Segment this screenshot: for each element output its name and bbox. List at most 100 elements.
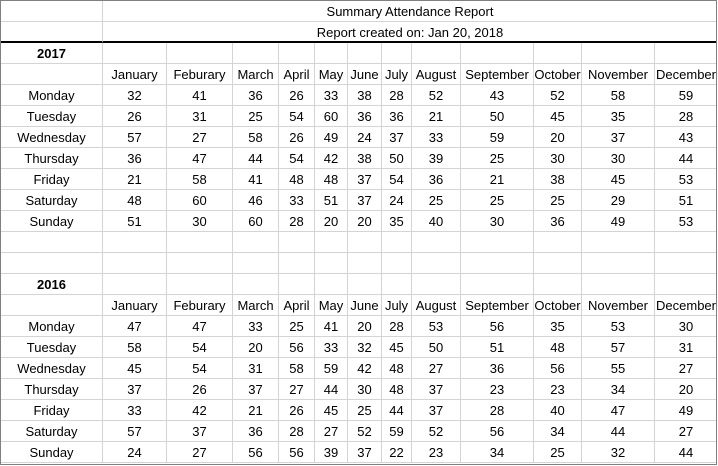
attendance-value[interactable]: 56 — [279, 442, 315, 463]
empty-cell[interactable] — [655, 232, 716, 253]
day-label[interactable]: Monday — [1, 85, 103, 106]
empty-cell[interactable] — [167, 232, 233, 253]
empty-cell[interactable] — [315, 253, 348, 274]
attendance-value[interactable]: 50 — [382, 148, 412, 169]
attendance-value[interactable]: 46 — [233, 190, 279, 211]
attendance-value[interactable]: 27 — [315, 421, 348, 442]
empty-cell[interactable] — [534, 43, 582, 64]
attendance-value[interactable]: 30 — [582, 148, 655, 169]
empty-cell[interactable] — [382, 253, 412, 274]
attendance-value[interactable]: 22 — [382, 442, 412, 463]
attendance-value[interactable]: 53 — [655, 211, 716, 232]
month-header[interactable]: November — [582, 295, 655, 316]
attendance-value[interactable]: 43 — [461, 85, 534, 106]
attendance-value[interactable]: 37 — [582, 127, 655, 148]
empty-cell[interactable] — [382, 274, 412, 295]
attendance-value[interactable]: 26 — [279, 400, 315, 421]
attendance-value[interactable]: 41 — [315, 316, 348, 337]
attendance-value[interactable]: 47 — [582, 400, 655, 421]
attendance-value[interactable]: 44 — [582, 421, 655, 442]
attendance-value[interactable]: 20 — [655, 379, 716, 400]
empty-cell[interactable] — [103, 253, 167, 274]
empty-cell[interactable] — [103, 274, 167, 295]
attendance-value[interactable]: 53 — [655, 169, 716, 190]
attendance-value[interactable]: 54 — [167, 337, 233, 358]
empty-cell[interactable] — [233, 274, 279, 295]
attendance-value[interactable]: 34 — [582, 379, 655, 400]
attendance-value[interactable]: 49 — [315, 127, 348, 148]
attendance-value[interactable]: 42 — [348, 358, 382, 379]
attendance-value[interactable]: 36 — [412, 169, 461, 190]
attendance-value[interactable]: 37 — [348, 169, 382, 190]
attendance-value[interactable]: 35 — [382, 211, 412, 232]
empty-cell[interactable] — [412, 253, 461, 274]
day-label[interactable]: Thursday — [1, 148, 103, 169]
attendance-value[interactable]: 59 — [461, 127, 534, 148]
attendance-value[interactable]: 26 — [103, 106, 167, 127]
attendance-value[interactable]: 24 — [348, 127, 382, 148]
attendance-value[interactable]: 45 — [103, 358, 167, 379]
attendance-value[interactable]: 45 — [582, 169, 655, 190]
attendance-value[interactable]: 27 — [167, 127, 233, 148]
empty-cell[interactable] — [167, 253, 233, 274]
attendance-value[interactable]: 21 — [103, 169, 167, 190]
attendance-value[interactable]: 27 — [167, 442, 233, 463]
attendance-value[interactable]: 60 — [167, 190, 233, 211]
attendance-value[interactable]: 24 — [382, 190, 412, 211]
attendance-value[interactable]: 41 — [233, 169, 279, 190]
attendance-value[interactable]: 27 — [412, 358, 461, 379]
attendance-value[interactable]: 47 — [167, 148, 233, 169]
month-header[interactable]: May — [315, 64, 348, 85]
attendance-value[interactable]: 37 — [103, 379, 167, 400]
empty-cell[interactable] — [315, 43, 348, 64]
attendance-value[interactable]: 53 — [582, 316, 655, 337]
attendance-value[interactable]: 37 — [412, 400, 461, 421]
attendance-value[interactable]: 25 — [412, 190, 461, 211]
day-label[interactable]: Friday — [1, 400, 103, 421]
attendance-value[interactable]: 48 — [315, 169, 348, 190]
empty-cell[interactable] — [167, 43, 233, 64]
attendance-value[interactable]: 51 — [461, 337, 534, 358]
attendance-value[interactable]: 44 — [655, 148, 716, 169]
attendance-value[interactable]: 54 — [279, 148, 315, 169]
attendance-value[interactable]: 39 — [412, 148, 461, 169]
attendance-value[interactable]: 28 — [279, 421, 315, 442]
attendance-value[interactable]: 33 — [233, 316, 279, 337]
attendance-value[interactable]: 28 — [382, 85, 412, 106]
attendance-value[interactable]: 44 — [655, 442, 716, 463]
month-header[interactable]: September — [461, 64, 534, 85]
attendance-value[interactable]: 50 — [461, 106, 534, 127]
attendance-value[interactable]: 43 — [655, 127, 716, 148]
attendance-value[interactable]: 56 — [461, 316, 534, 337]
attendance-value[interactable]: 37 — [412, 379, 461, 400]
empty-cell[interactable] — [1, 253, 103, 274]
empty-cell[interactable] — [412, 43, 461, 64]
attendance-value[interactable]: 60 — [315, 106, 348, 127]
attendance-value[interactable]: 33 — [279, 190, 315, 211]
empty-cell[interactable] — [348, 232, 382, 253]
attendance-value[interactable]: 25 — [348, 400, 382, 421]
attendance-value[interactable]: 42 — [315, 148, 348, 169]
attendance-value[interactable]: 21 — [412, 106, 461, 127]
attendance-value[interactable]: 52 — [412, 421, 461, 442]
day-label[interactable]: Wednesday — [1, 127, 103, 148]
day-label[interactable]: Thursday — [1, 379, 103, 400]
day-label[interactable]: Wednesday — [1, 358, 103, 379]
attendance-value[interactable]: 49 — [582, 211, 655, 232]
attendance-value[interactable]: 27 — [655, 358, 716, 379]
attendance-value[interactable]: 37 — [167, 421, 233, 442]
attendance-value[interactable]: 29 — [582, 190, 655, 211]
attendance-value[interactable]: 54 — [382, 169, 412, 190]
attendance-value[interactable]: 56 — [461, 421, 534, 442]
attendance-value[interactable]: 58 — [167, 169, 233, 190]
attendance-value[interactable]: 41 — [167, 85, 233, 106]
empty-cell[interactable] — [233, 253, 279, 274]
empty-cell[interactable] — [534, 232, 582, 253]
month-header[interactable]: August — [412, 295, 461, 316]
attendance-value[interactable]: 31 — [167, 106, 233, 127]
attendance-value[interactable]: 48 — [382, 379, 412, 400]
attendance-value[interactable]: 59 — [382, 421, 412, 442]
attendance-value[interactable]: 54 — [279, 106, 315, 127]
attendance-value[interactable]: 59 — [655, 85, 716, 106]
attendance-value[interactable]: 20 — [348, 316, 382, 337]
